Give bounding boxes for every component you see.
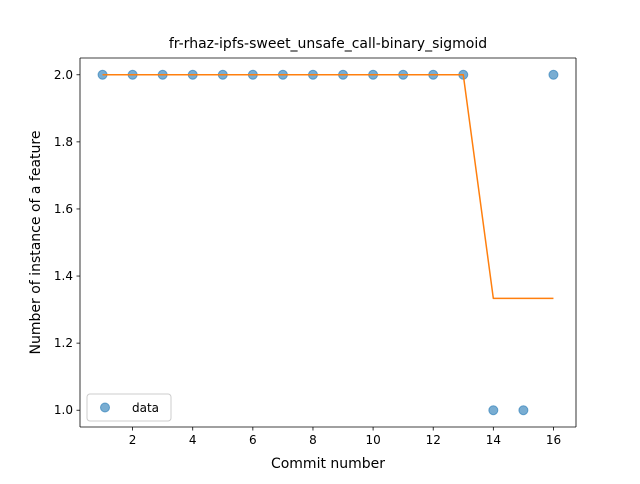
y-tick-label: 1.8 [54, 135, 73, 149]
y-tick-label: 1.0 [54, 403, 73, 417]
y-tick-label: 2.0 [54, 68, 73, 82]
legend-label-data: data [132, 401, 159, 415]
data-point [489, 406, 498, 415]
x-tick-label: 16 [546, 433, 561, 447]
x-tick-label: 14 [486, 433, 501, 447]
y-tick-label: 1.2 [54, 336, 73, 350]
data-point [519, 406, 528, 415]
x-tick-label: 4 [189, 433, 197, 447]
x-tick-label: 6 [249, 433, 257, 447]
y-tick-label: 1.4 [54, 269, 73, 283]
y-axis-label: Number of instance of a feature [28, 131, 44, 355]
chart-title: fr-rhaz-ipfs-sweet_unsafe_call-binary_si… [169, 36, 487, 52]
x-tick-label: 12 [426, 433, 441, 447]
x-tick-label: 8 [309, 433, 317, 447]
legend-marker-data [101, 403, 110, 412]
y-tick-label: 1.6 [54, 202, 73, 216]
legend: data [87, 394, 171, 421]
x-tick-label: 10 [365, 433, 380, 447]
plot-area [80, 58, 576, 427]
x-axis-label: Commit number [271, 456, 385, 472]
data-point [549, 70, 558, 79]
x-tick-label: 2 [129, 433, 137, 447]
